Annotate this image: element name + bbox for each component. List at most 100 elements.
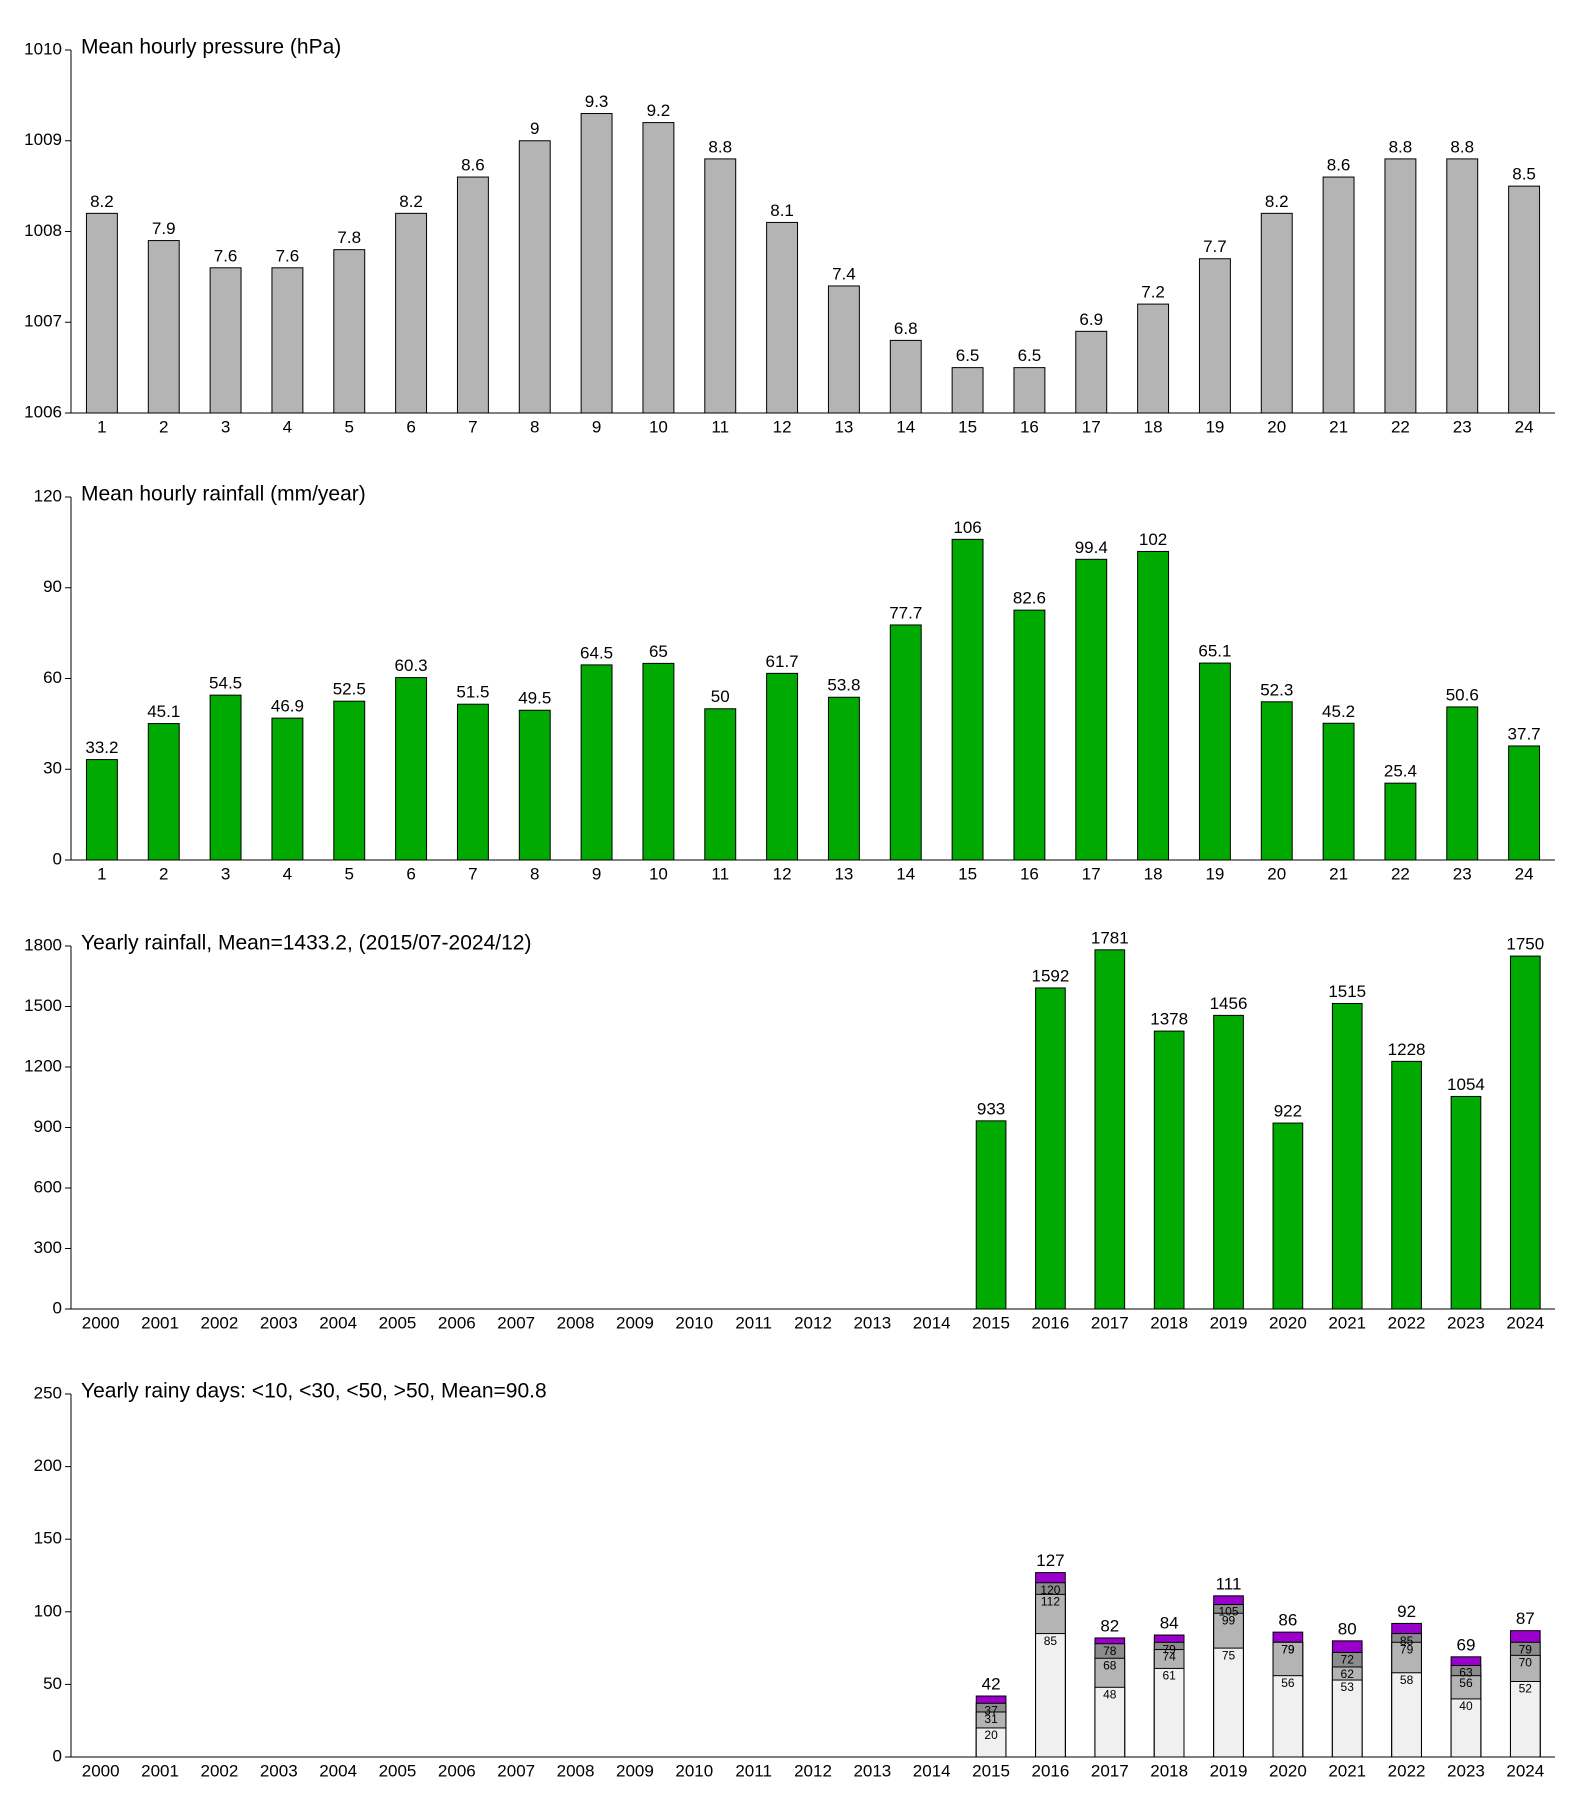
x-tick-label: 7: [468, 864, 477, 883]
x-tick-label: 21: [1329, 864, 1348, 883]
bar: [1509, 955, 1541, 1310]
x-tick-label: 6: [406, 864, 415, 883]
bar: [518, 140, 551, 414]
x-tick-label: 16: [1020, 417, 1039, 436]
data-label: 1592: [1032, 966, 1070, 985]
data-label: 933: [977, 1099, 1005, 1118]
bar-segment: [975, 1727, 1007, 1758]
bar: [456, 703, 489, 861]
x-tick-label: 24: [1515, 864, 1534, 883]
bar: [1013, 609, 1046, 861]
x-tick-label: 8: [530, 864, 539, 883]
bar: [580, 113, 613, 414]
x-tick-label: 2014: [913, 1761, 951, 1780]
x-tick-label: 2016: [1032, 1313, 1070, 1332]
bar-segment: [1272, 1675, 1304, 1758]
data-label: 8.8: [1389, 137, 1413, 156]
data-label: 7.2: [1141, 283, 1165, 302]
bar: [85, 212, 118, 414]
bar: [395, 677, 428, 861]
x-tick-label: 2: [159, 864, 168, 883]
x-tick-label: 1: [97, 864, 106, 883]
x-tick-label: 2011: [735, 1313, 772, 1332]
data-label: 25.4: [1384, 762, 1417, 781]
bar: [1322, 176, 1355, 414]
x-tick-label: 14: [896, 417, 915, 436]
data-label: 106: [953, 518, 981, 537]
data-label: 7.4: [832, 264, 856, 283]
x-tick-label: 2004: [319, 1761, 357, 1780]
x-tick-label: 2015: [972, 1761, 1010, 1780]
x-tick-label: 4: [283, 417, 292, 436]
bar: [1094, 949, 1126, 1310]
bar-segment: [1391, 1672, 1422, 1758]
data-label: 64.5: [580, 643, 613, 662]
data-label: 79: [1519, 1642, 1533, 1656]
x-tick-label: 17: [1082, 417, 1101, 436]
x-tick-label: 19: [1205, 864, 1224, 883]
data-label: 8.8: [1450, 137, 1474, 156]
data-label: 92: [1397, 1602, 1416, 1621]
y-tick-label: 250: [34, 1383, 62, 1402]
bar: [271, 717, 304, 861]
data-label: 80: [1338, 1619, 1357, 1638]
x-tick-label: 23: [1453, 864, 1472, 883]
bar: [1213, 1014, 1244, 1310]
bar: [642, 662, 675, 861]
x-tick-label: 22: [1391, 864, 1410, 883]
bar: [889, 339, 922, 414]
bar: [1035, 987, 1066, 1310]
data-label: 82.6: [1013, 589, 1046, 608]
data-label: 84: [1160, 1614, 1179, 1633]
data-label: 65.1: [1198, 642, 1231, 661]
data-label: 8.5: [1512, 165, 1536, 184]
y-tick-label: 1500: [24, 996, 62, 1015]
data-label: 8.6: [461, 156, 485, 175]
x-tick-label: 2009: [616, 1313, 654, 1332]
data-label: 7.7: [1203, 237, 1227, 256]
data-label: 65: [649, 642, 668, 661]
x-tick-label: 2022: [1388, 1313, 1426, 1332]
x-tick-label: 2005: [379, 1761, 417, 1780]
data-label: 87: [1516, 1609, 1535, 1628]
bar: [642, 122, 675, 414]
data-label: 68: [1103, 1658, 1117, 1672]
bar: [1260, 701, 1293, 861]
bar: [1075, 330, 1108, 414]
y-tick-label: 90: [43, 577, 62, 596]
data-label: 8.2: [399, 192, 423, 211]
x-tick-label: 10: [649, 417, 668, 436]
bar: [1137, 550, 1170, 861]
x-tick-label: 20: [1267, 417, 1286, 436]
data-label: 8.2: [1265, 192, 1289, 211]
data-label: 31: [984, 1712, 998, 1726]
bar: [951, 367, 984, 414]
x-tick-label: 3: [221, 417, 230, 436]
data-label: 77.7: [889, 603, 922, 622]
data-label: 58: [1400, 1673, 1414, 1687]
x-tick-label: 11: [711, 417, 729, 436]
data-label: 53.8: [827, 676, 860, 695]
data-label: 86: [1278, 1611, 1297, 1630]
bar: [1446, 706, 1479, 861]
x-tick-label: 11: [711, 864, 729, 883]
data-label: 9.2: [647, 101, 671, 120]
x-tick-label: 2007: [497, 1313, 535, 1332]
data-label: 99.4: [1075, 538, 1108, 557]
data-label: 1378: [1150, 1010, 1188, 1029]
x-tick-label: 22: [1391, 417, 1410, 436]
data-label: 127: [1036, 1551, 1064, 1570]
x-tick-label: 5: [345, 864, 354, 883]
y-tick-label: 50: [43, 1674, 62, 1693]
x-tick-label: 9: [592, 864, 601, 883]
x-tick-label: 12: [773, 864, 792, 883]
data-label: 1054: [1447, 1075, 1485, 1094]
data-label: 56: [1281, 1676, 1295, 1690]
data-label: 61: [1162, 1669, 1176, 1683]
y-tick-label: 300: [34, 1238, 62, 1257]
x-tick-label: 2024: [1506, 1761, 1544, 1780]
bar: [1391, 1060, 1422, 1310]
y-tick-label: 1007: [24, 312, 62, 331]
y-tick-label: 1009: [24, 130, 62, 149]
